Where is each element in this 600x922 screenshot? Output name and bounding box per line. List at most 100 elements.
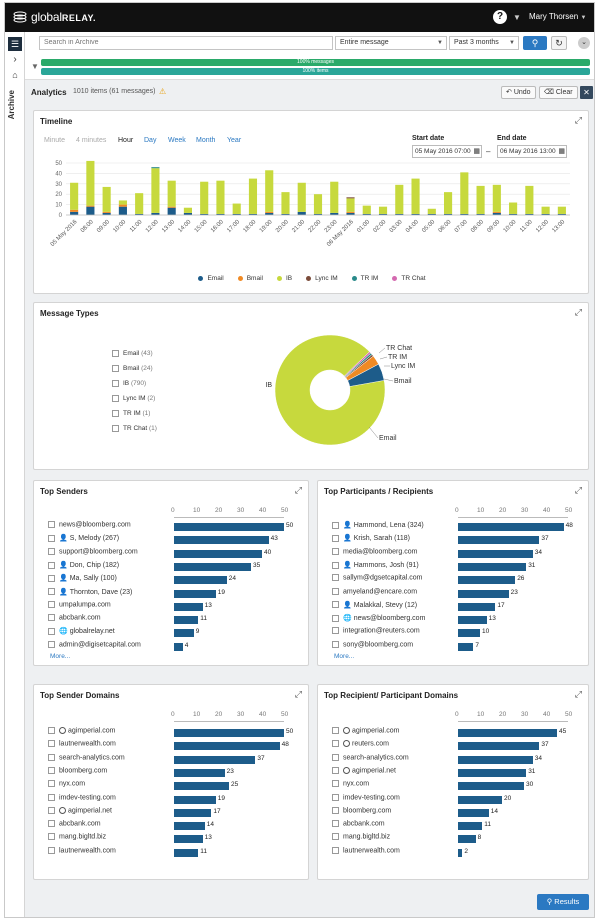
checkbox[interactable] bbox=[112, 350, 119, 357]
bar-email[interactable] bbox=[183, 212, 192, 215]
bar-ib[interactable] bbox=[541, 206, 550, 214]
bar-ib[interactable] bbox=[135, 193, 144, 214]
search-button[interactable]: ⚲ bbox=[523, 36, 547, 50]
bar-email[interactable] bbox=[118, 206, 127, 215]
list-item[interactable]: 🌐 news@bloomberg.com bbox=[332, 614, 425, 627]
bar-email[interactable] bbox=[525, 213, 534, 215]
bar[interactable] bbox=[174, 523, 284, 531]
list-item[interactable]: agimperial.com bbox=[332, 727, 399, 740]
granularity-4-minutes[interactable]: 4 minutes bbox=[76, 137, 107, 144]
bar-ib[interactable] bbox=[102, 186, 111, 212]
checkbox[interactable] bbox=[48, 614, 55, 622]
granularity-year[interactable]: Year bbox=[227, 137, 242, 144]
bar[interactable] bbox=[174, 822, 205, 831]
bar[interactable] bbox=[174, 755, 256, 764]
bar-email[interactable] bbox=[248, 213, 258, 215]
filter-bar-items[interactable]: 100% items bbox=[41, 68, 590, 75]
checkbox[interactable] bbox=[332, 753, 339, 761]
checkbox[interactable] bbox=[332, 627, 339, 635]
list-item[interactable]: lautnerwealth.com bbox=[48, 846, 116, 860]
message-type-filter-ib[interactable]: IB (790) bbox=[112, 380, 146, 387]
bar-ib[interactable] bbox=[427, 208, 436, 214]
granularity-day[interactable]: Day bbox=[144, 137, 157, 144]
list-item[interactable]: agimperial.net bbox=[332, 766, 396, 780]
list-item[interactable]: reuters.com bbox=[332, 740, 389, 753]
results-button[interactable]: ⚲ Results bbox=[537, 894, 589, 910]
sidebar-item-archive[interactable]: Archive bbox=[7, 90, 16, 120]
bar-email[interactable] bbox=[151, 212, 160, 215]
checkbox[interactable] bbox=[48, 561, 55, 569]
bar-email[interactable] bbox=[557, 213, 566, 215]
bar[interactable] bbox=[174, 642, 183, 651]
list-item[interactable]: 👤 Don, Chip (182) bbox=[48, 561, 119, 574]
bar-email[interactable] bbox=[346, 212, 355, 215]
bar-ib[interactable] bbox=[216, 180, 225, 214]
bar-email[interactable] bbox=[297, 211, 306, 215]
bar-ib[interactable] bbox=[313, 194, 323, 214]
list-item[interactable]: bloomberg.com bbox=[332, 806, 391, 820]
list-item[interactable]: amyeland@encare.com bbox=[332, 587, 417, 601]
checkbox[interactable] bbox=[332, 547, 339, 555]
bar[interactable] bbox=[458, 562, 527, 571]
list-item[interactable]: media@bloomberg.com bbox=[332, 547, 417, 561]
slice-ib[interactable] bbox=[274, 334, 386, 446]
bar-ib[interactable] bbox=[70, 182, 79, 210]
bar-ib[interactable] bbox=[200, 181, 209, 214]
message-type-filter-bmail[interactable]: Bmail (24) bbox=[112, 365, 153, 372]
question-circle-icon[interactable]: ? bbox=[493, 10, 507, 24]
bar[interactable] bbox=[458, 848, 463, 857]
bar-ib[interactable] bbox=[557, 206, 566, 214]
bar[interactable] bbox=[174, 549, 262, 558]
bar[interactable] bbox=[458, 549, 533, 558]
checkbox[interactable] bbox=[332, 601, 339, 609]
bar-email[interactable] bbox=[444, 213, 453, 215]
bar-ib[interactable] bbox=[183, 207, 192, 213]
bar-ib[interactable] bbox=[378, 206, 388, 214]
list-item[interactable]: mang.bigltd.biz bbox=[48, 833, 106, 846]
list-item[interactable]: search-analytics.com bbox=[48, 753, 125, 767]
list-item[interactable]: news@bloomberg.com bbox=[48, 521, 131, 534]
search-input[interactable] bbox=[39, 36, 333, 50]
bar-ib[interactable] bbox=[460, 172, 469, 214]
bar[interactable] bbox=[458, 808, 489, 817]
bar-ib[interactable] bbox=[525, 185, 534, 214]
checkbox[interactable] bbox=[332, 521, 339, 529]
list-item[interactable]: 👤 Krish, Sarah (118) bbox=[332, 534, 410, 547]
clear-button[interactable]: ⌫ Clear bbox=[539, 86, 578, 99]
bar-email[interactable] bbox=[70, 211, 79, 215]
list-item[interactable]: agimperial.com bbox=[48, 727, 115, 740]
bar-ib[interactable] bbox=[362, 205, 371, 214]
checkbox[interactable] bbox=[332, 740, 339, 748]
list-item[interactable]: 👤 Hammons, Josh (91) bbox=[332, 561, 419, 574]
checkbox[interactable] bbox=[48, 766, 55, 774]
checkbox[interactable] bbox=[332, 587, 339, 595]
bar-bmail[interactable] bbox=[492, 211, 501, 213]
checkbox[interactable] bbox=[48, 780, 55, 788]
checkbox[interactable] bbox=[48, 588, 55, 596]
bar-bmail[interactable] bbox=[118, 204, 127, 207]
list-item[interactable]: agimperial.net bbox=[48, 806, 112, 820]
start-date-field[interactable]: 05 May 2016 07:00 ▦ bbox=[412, 145, 482, 158]
refresh-button[interactable]: ↻ bbox=[551, 36, 567, 50]
bar[interactable] bbox=[458, 536, 540, 545]
bar-bmail[interactable] bbox=[167, 206, 176, 208]
bar-email[interactable] bbox=[232, 213, 241, 215]
expand-icon[interactable]: ⤢ bbox=[574, 307, 582, 317]
list-item[interactable]: nyx.com bbox=[48, 780, 85, 793]
bar[interactable] bbox=[458, 642, 474, 651]
bar-ib[interactable] bbox=[265, 170, 274, 212]
bar[interactable] bbox=[174, 768, 225, 777]
checkbox[interactable] bbox=[48, 793, 55, 801]
checkbox[interactable] bbox=[112, 365, 119, 372]
bar-ib[interactable] bbox=[444, 192, 453, 214]
bar[interactable] bbox=[174, 562, 251, 571]
list-item[interactable]: abcbank.com bbox=[332, 820, 385, 833]
granularity-minute[interactable]: Minute bbox=[44, 137, 66, 144]
bar[interactable] bbox=[174, 616, 199, 625]
bar-email[interactable] bbox=[411, 213, 420, 215]
bar[interactable] bbox=[458, 616, 487, 625]
legend-item-bmail[interactable]: Bmail bbox=[237, 275, 263, 282]
expand-icon[interactable]: ⤢ bbox=[294, 689, 302, 699]
message-type-filter-email[interactable]: Email (43) bbox=[112, 350, 153, 357]
